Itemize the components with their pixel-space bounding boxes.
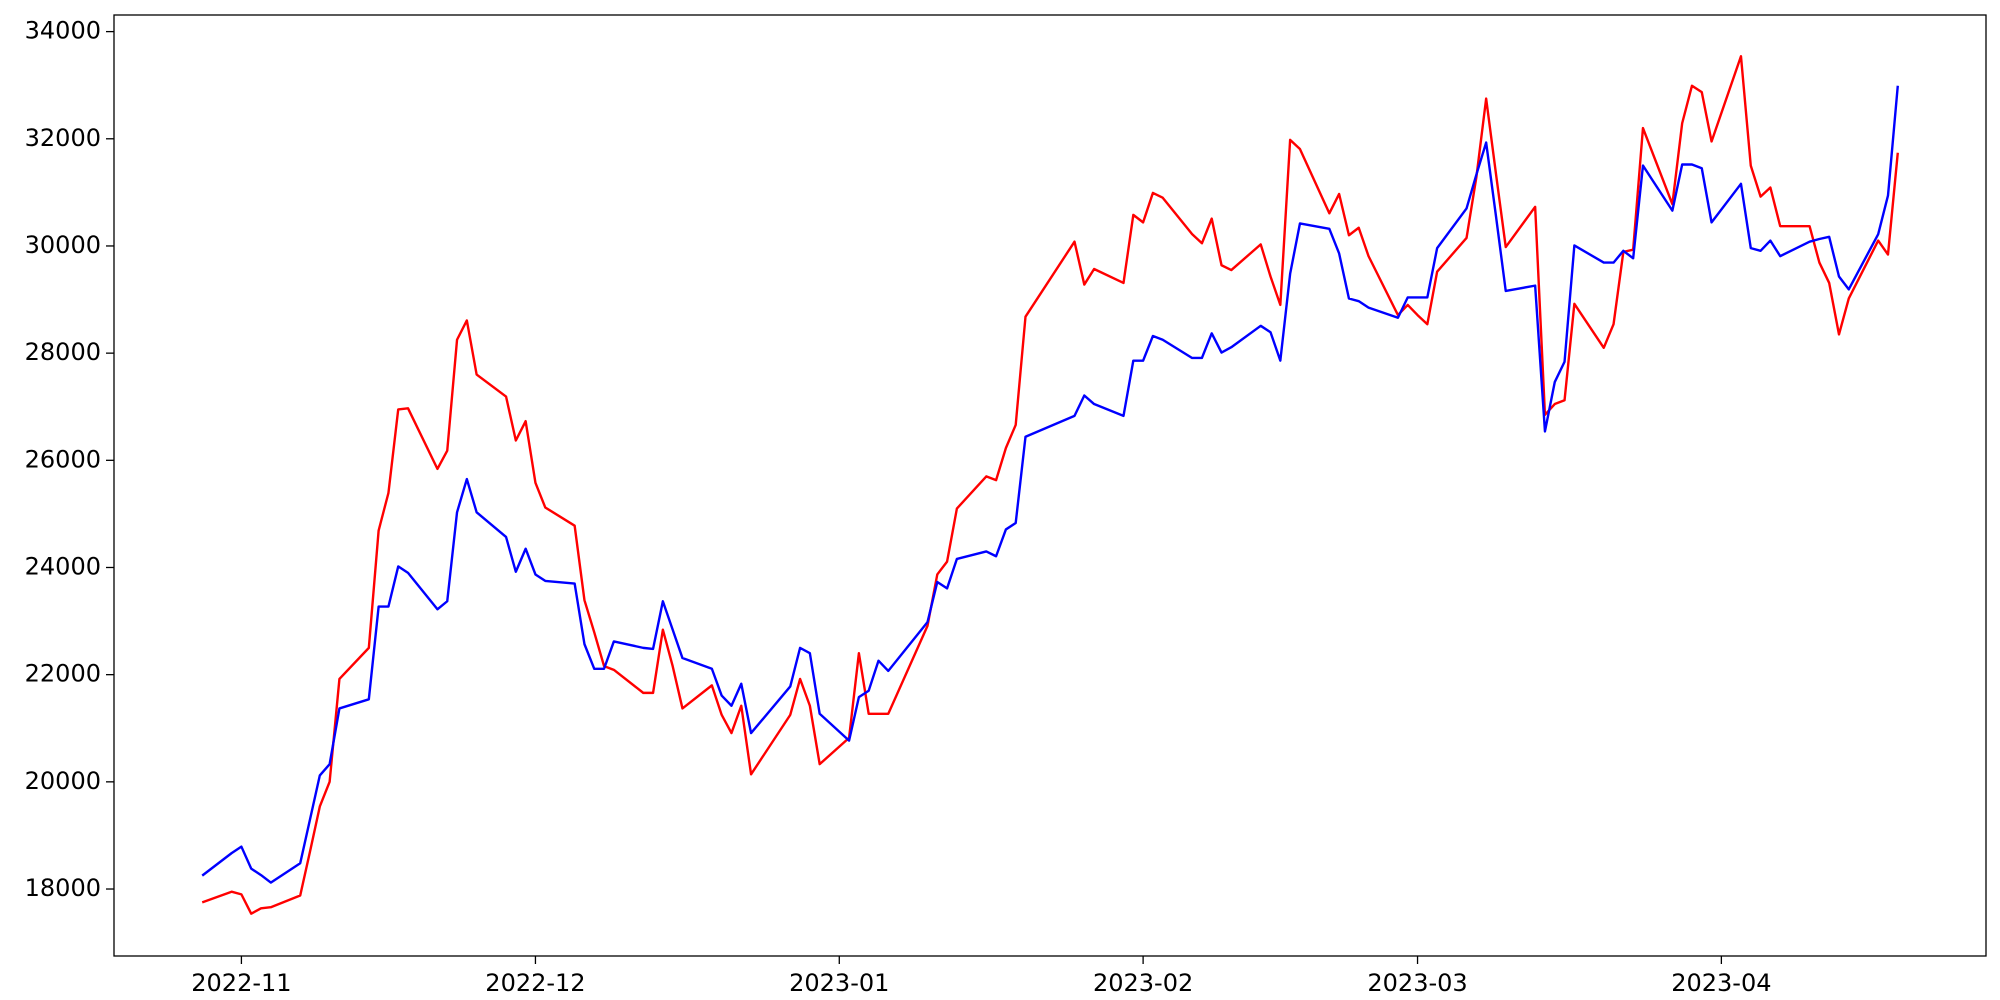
- x-tick-label: 2022-11: [191, 969, 291, 997]
- x-tick-label: 2023-02: [1093, 969, 1193, 997]
- y-tick-label: 28000: [25, 338, 101, 366]
- series-line: [201, 55, 1899, 915]
- plot-frame: [113, 14, 1987, 957]
- x-tick-label: 2022-12: [485, 969, 585, 997]
- y-tick-label: 32000: [25, 124, 101, 152]
- y-tick-label: 34000: [25, 17, 101, 45]
- y-tick-label: 18000: [25, 874, 101, 902]
- y-tick-label: 26000: [25, 445, 101, 473]
- series-line: [201, 85, 1899, 884]
- x-tick-label: 2023-03: [1367, 969, 1467, 997]
- x-tick-label: 2023-01: [789, 969, 889, 997]
- y-tick-label: 24000: [25, 552, 101, 580]
- y-tick-label: 30000: [25, 231, 101, 259]
- y-tick-label: 22000: [25, 660, 101, 688]
- y-tick-label: 20000: [25, 767, 101, 795]
- x-tick-label: 2023-04: [1671, 969, 1771, 997]
